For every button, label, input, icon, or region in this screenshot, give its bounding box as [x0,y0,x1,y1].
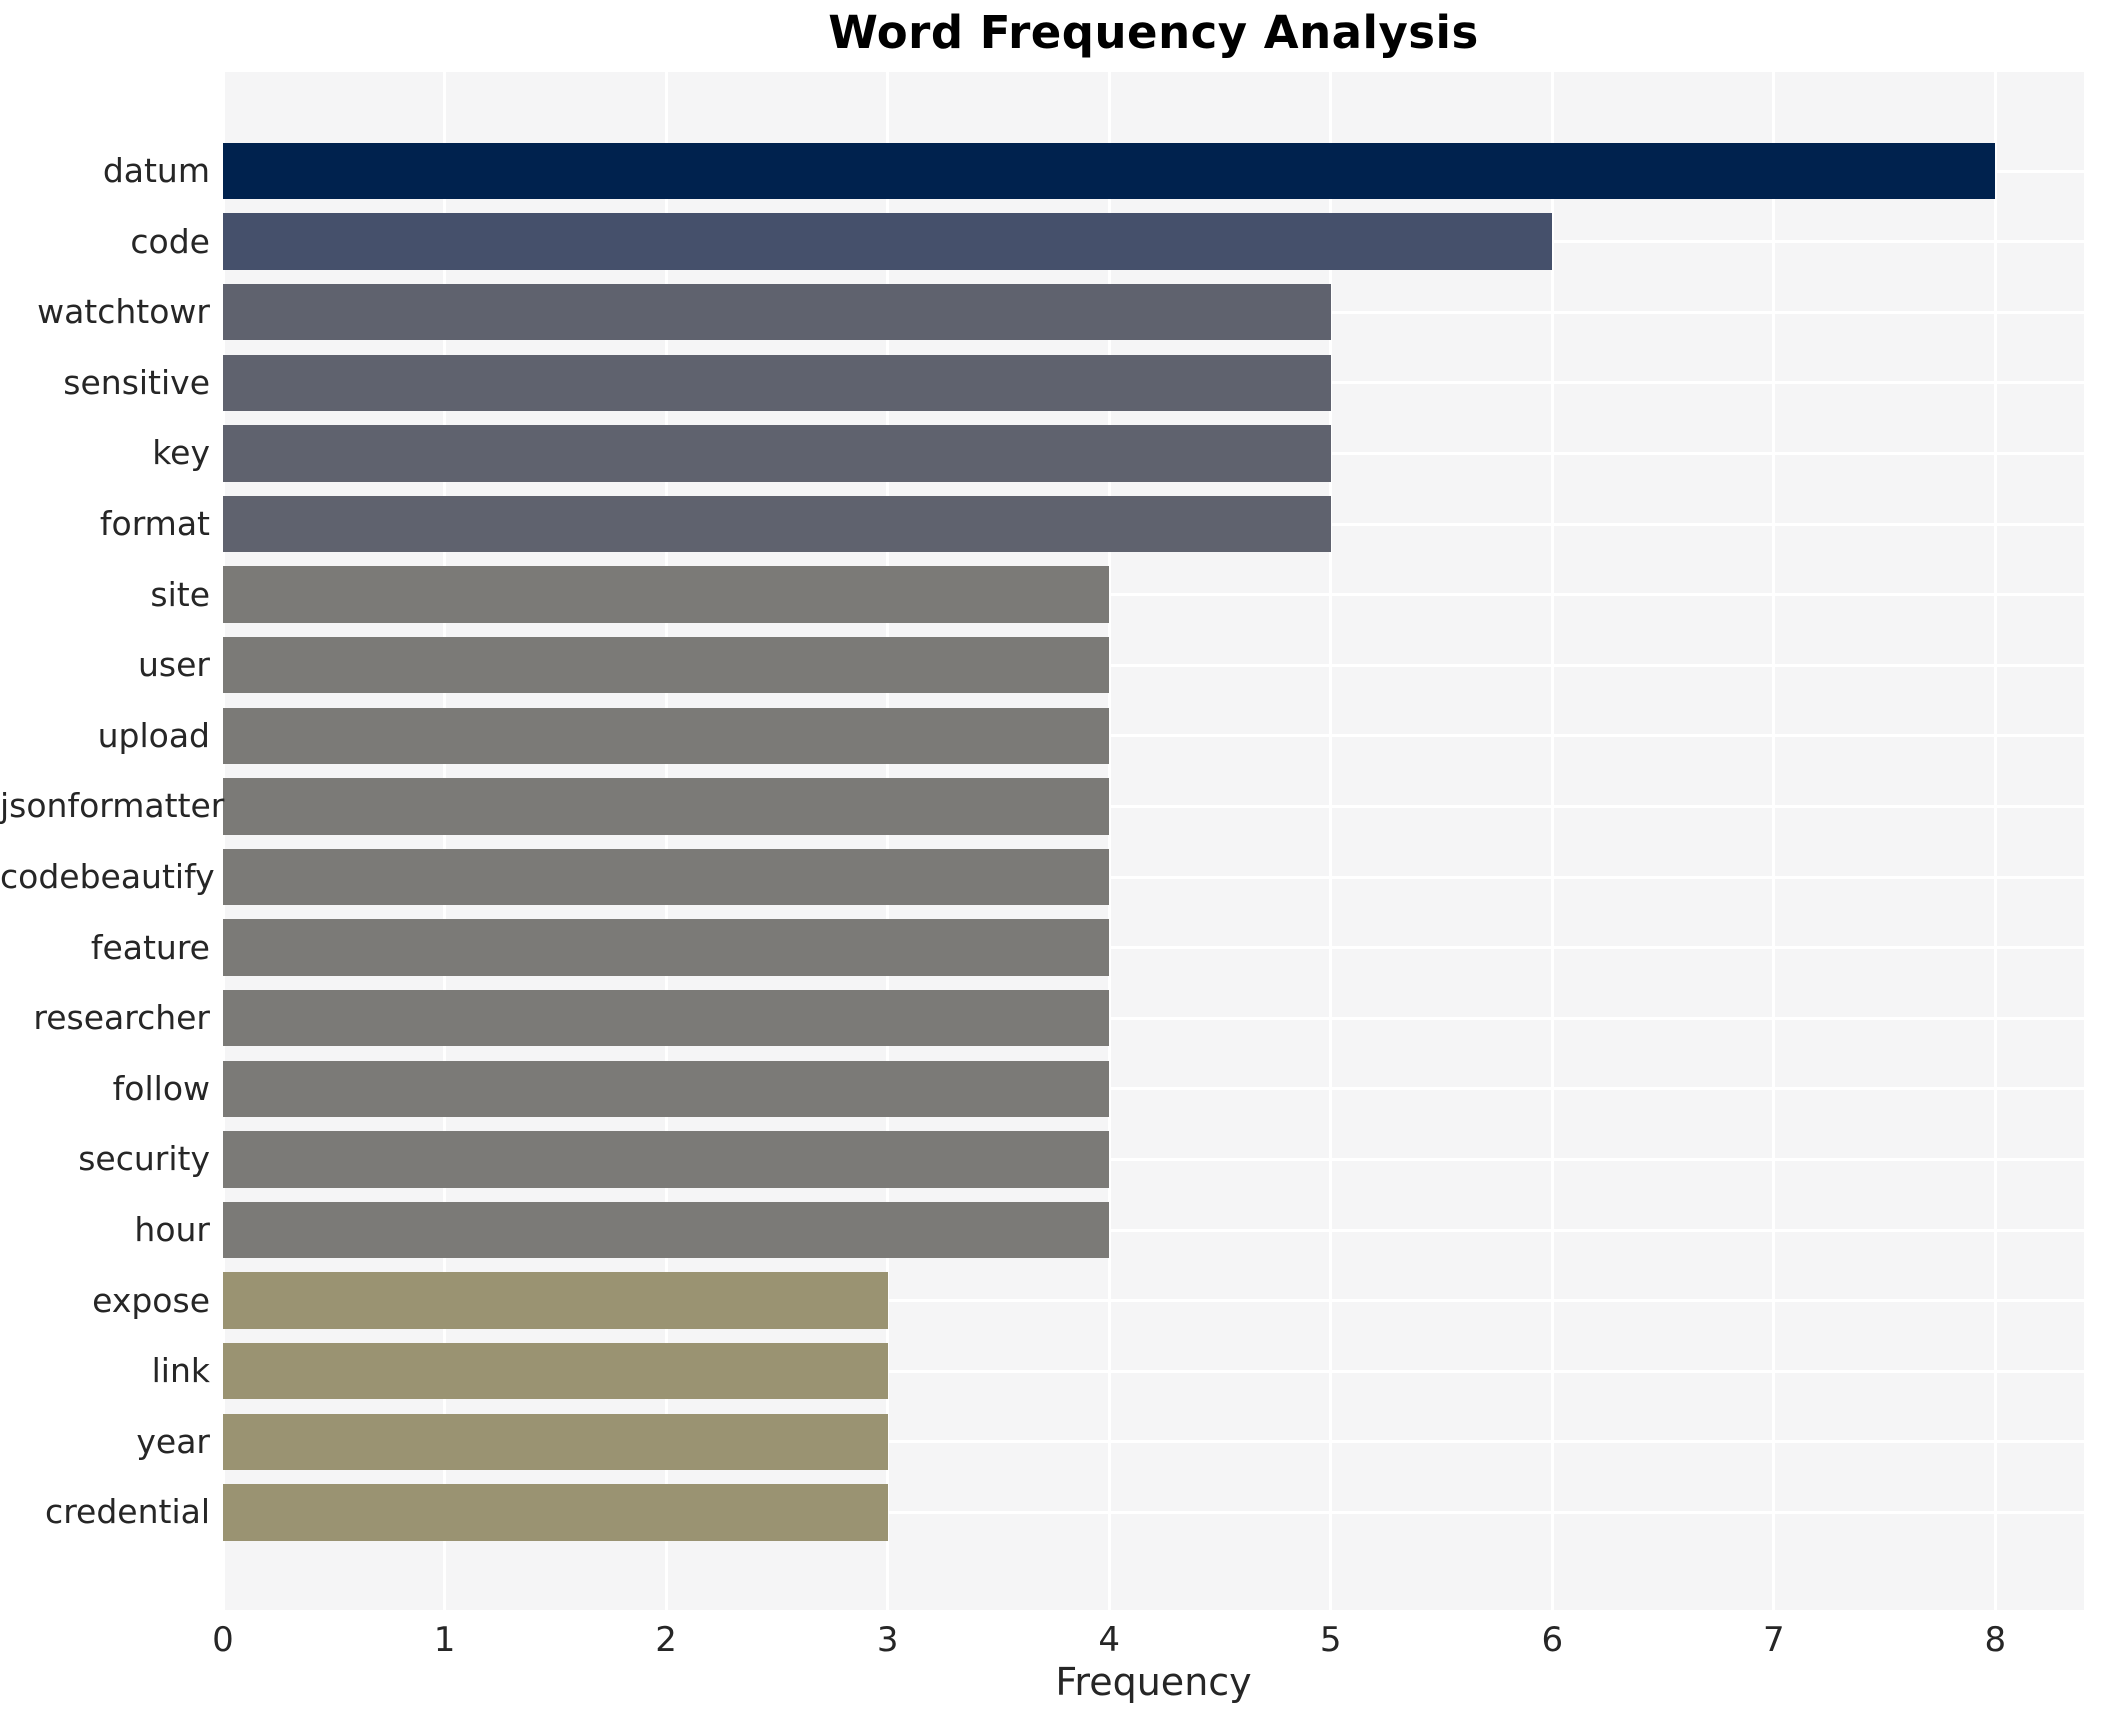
x-tick-label-1: 1 [433,1620,456,1660]
bar-format [223,495,1331,553]
x-tick-label-7: 7 [1763,1620,1785,1660]
bar-security [223,1131,1110,1188]
category-label-link: link [151,1351,210,1391]
x-tick-label-2: 2 [655,1620,677,1660]
category-label-expose: expose [92,1280,210,1320]
bar-expose [223,1272,888,1329]
plot-area [221,72,2084,1610]
category-label-sensitive: sensitive [63,362,210,402]
category-label-follow: follow [112,1068,210,1108]
category-label-watchtowr: watchtowr [37,292,210,332]
category-label-feature: feature [90,927,210,967]
x-tick-label-5: 5 [1319,1620,1342,1660]
gridline-horizontal [223,1510,2084,1514]
x-tick-label-8: 8 [1984,1620,2007,1660]
gridline-vertical [221,72,225,1610]
bar-codebeautify [223,848,1110,906]
x-tick-label-6: 6 [1541,1620,1564,1660]
category-label-jsonformatter: jsonformatter [0,786,225,826]
bar-hour [223,1201,1110,1259]
bar-feature [223,919,1110,976]
gridline-horizontal [223,593,2084,597]
bar-code [223,213,1553,270]
gridline-horizontal [223,663,2084,667]
bar-upload [223,707,1110,765]
bar-site [223,566,1110,623]
category-label-security: security [78,1139,210,1179]
gridline-vertical [664,72,668,1610]
bar-credential [223,1484,888,1541]
bar-follow [223,1060,1110,1118]
bar-jsonformatter [223,778,1110,835]
x-tick-label-0: 0 [212,1620,234,1660]
gridline-horizontal [223,1228,2084,1232]
category-label-code: code [130,221,210,261]
bar-datum [223,142,1996,200]
gridline-vertical [1107,72,1111,1610]
gridline-horizontal [223,1157,2084,1161]
gridline-horizontal [223,946,2084,950]
category-label-credential: credential [45,1492,210,1532]
category-label-user: user [138,645,210,685]
category-label-hour: hour [134,1210,210,1249]
x-tick-label-3: 3 [876,1620,899,1660]
bar-watchtowr [223,283,1331,341]
category-label-upload: upload [97,715,210,755]
category-label-format: format [99,504,210,543]
category-label-year: year [136,1421,210,1461]
gridline-horizontal [223,1299,2084,1303]
bar-year [223,1413,888,1471]
gridline-vertical [1329,72,1333,1610]
x-tick-label-4: 4 [1098,1620,1121,1660]
bar-researcher [223,989,1110,1047]
category-label-datum: datum [102,151,210,190]
category-label-codebeautify: codebeautify [0,857,215,896]
gridline-vertical [1772,72,1776,1610]
gridline-horizontal [223,804,2084,808]
gridline-vertical [1550,72,1554,1610]
gridline-horizontal [223,734,2084,738]
gridline-vertical [443,72,447,1610]
gridline-horizontal [223,1369,2084,1373]
gridline-vertical [886,72,890,1610]
bar-sensitive [223,354,1331,412]
bar-user [223,636,1110,694]
category-label-researcher: researcher [33,998,210,1038]
gridline-horizontal [223,875,2084,879]
gridline-horizontal [223,1440,2084,1444]
category-label-key: key [152,433,210,473]
x-axis-label: Frequency [1055,1660,1252,1704]
gridline-horizontal [223,1016,2084,1020]
bar-key [223,425,1331,482]
gridline-horizontal [223,1087,2084,1091]
chart-title: Word Frequency Analysis [828,6,1479,59]
gridline-vertical [1993,72,1997,1610]
category-label-site: site [150,574,210,614]
bar-link [223,1342,888,1400]
